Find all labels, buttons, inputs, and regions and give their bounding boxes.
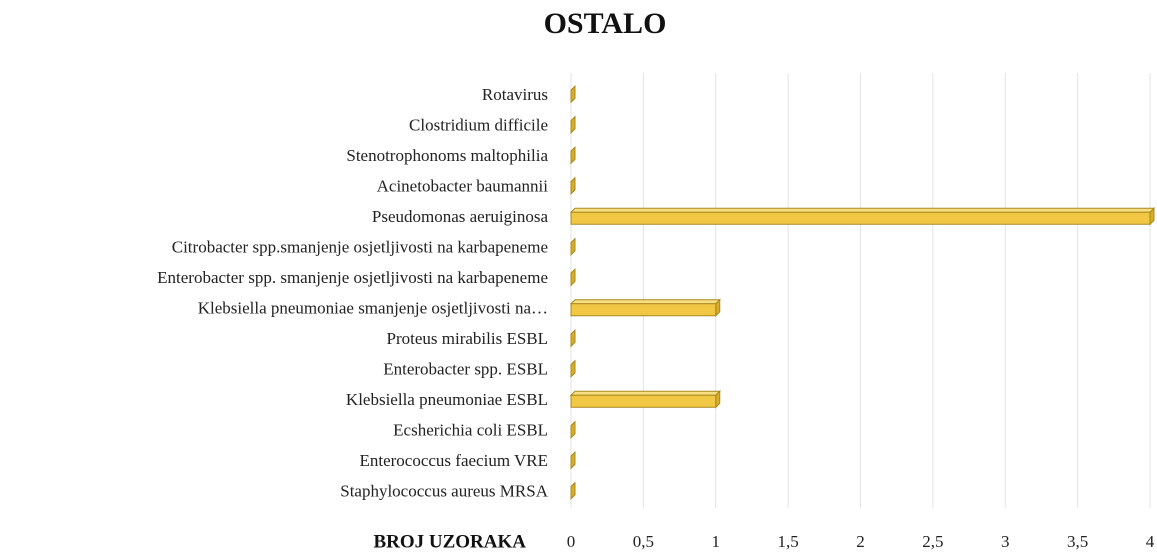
bar [570,303,717,317]
bar-side [570,237,576,256]
bar-side [570,146,576,165]
x-tick-label: 4 [1146,532,1155,551]
bar-side [570,481,576,500]
bar [570,394,717,408]
x-tick-label: 3,5 [1067,532,1088,551]
y-tick-label: Citrobacter spp.smanjenje osjetljivosti … [172,238,548,257]
x-tick-label: 3 [1001,532,1010,551]
y-tick-label: Rotavirus [482,85,548,104]
x-tick-label: 2,5 [922,532,943,551]
bar-top [569,390,721,396]
bar-side [570,329,576,348]
x-axis-title: BROJ UZORAKA [373,531,526,552]
y-tick-label: Ecsherichia coli ESBL [393,421,548,440]
bar-top [569,299,721,305]
y-tick-label: Enterococcus faecium VRE [359,451,548,470]
bar-side [570,268,576,287]
bar-side [570,176,576,195]
x-tick-label: 0,5 [633,532,654,551]
bar-top [569,207,1156,213]
bar-side [570,85,576,104]
x-tick-label: 2 [856,532,865,551]
y-tick-label: Stenotrophonoms maltophilia [346,146,548,165]
y-tick-label: Enterobacter spp. smanjenje osjetljivost… [157,268,548,287]
bar-side [570,451,576,470]
y-tick-label: Enterobacter spp. ESBL [383,360,548,379]
bar-side [570,420,576,439]
y-tick-label: Klebsiella pneumoniae smanjenje osjetlji… [198,299,548,318]
bar-side [570,115,576,134]
x-tick-label: 0 [567,532,576,551]
x-tick-label: 1 [712,532,721,551]
y-tick-label: Acinetobacter baumannii [377,177,549,196]
y-tick-label: Clostridium difficile [409,116,548,135]
bar [570,211,1151,225]
chart-title: OSTALO [544,7,667,40]
y-tick-label: Klebsiella pneumoniae ESBL [346,390,548,409]
y-tick-label: Proteus mirabilis ESBL [387,329,549,348]
y-tick-label: Pseudomonas aeruiginosa [372,207,549,226]
bar-side [570,359,576,378]
y-tick-label: Staphylococcus aureus MRSA [340,482,548,501]
x-tick-label: 1,5 [778,532,799,551]
